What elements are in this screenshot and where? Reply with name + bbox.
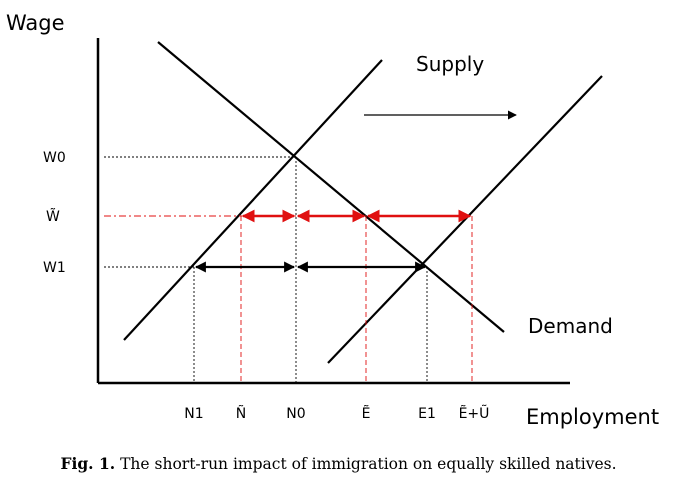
w1-label: W1	[43, 260, 66, 276]
n-tilde-label: Ñ	[236, 405, 246, 422]
y-axis-title: Wage	[6, 11, 65, 35]
e-tilde-plus-u-tilde-label: Ẽ+Ũ	[459, 405, 490, 422]
figure-caption-text: The short-run impact of immigration on e…	[120, 455, 617, 473]
supply-curve	[123, 59, 383, 341]
w0-label: W0	[43, 150, 66, 166]
diagram-canvas: Wage Employment Supply Demand W0 W̃ W1 N…	[6, 11, 659, 429]
n1-label: N1	[184, 406, 203, 422]
supply-label: Supply	[416, 52, 484, 76]
e1-label: E1	[418, 406, 436, 422]
demand-curve	[157, 41, 505, 333]
w-tilde-label: W̃	[46, 208, 60, 225]
e-tilde-label: Ẽ	[362, 405, 371, 422]
n0-label: N0	[286, 406, 305, 422]
demand-label: Demand	[528, 314, 613, 338]
x-axis-title: Employment	[526, 405, 659, 429]
figure-caption: Fig. 1. The short-run impact of immigrat…	[0, 454, 677, 473]
figure-caption-label: Fig. 1.	[60, 454, 116, 473]
